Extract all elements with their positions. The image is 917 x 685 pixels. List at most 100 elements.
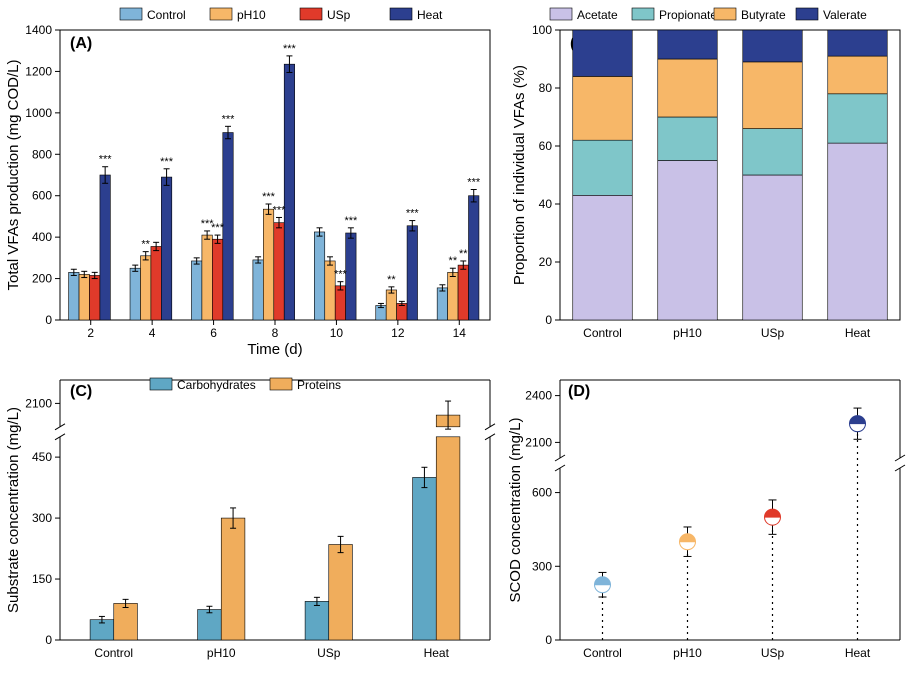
panelA-sig: ** — [459, 248, 468, 260]
panelA-xtick: 14 — [453, 326, 467, 340]
panelB-ylabel: Proportion of individual VFAs (%) — [511, 65, 528, 285]
panelA-tag: (A) — [70, 35, 92, 52]
panelA-sig: *** — [467, 177, 481, 189]
panelA-sig: *** — [222, 113, 236, 125]
panelD-ylabel: SCOD concentration (mg/L) — [507, 417, 524, 602]
panelB-legend-swatch — [632, 8, 654, 20]
panelA-sig: *** — [334, 269, 348, 281]
panelA-bar — [458, 265, 468, 320]
panelA-legend-swatch — [300, 8, 322, 20]
panelD-marker-bot — [765, 517, 781, 525]
panelB-legend-label: Valerate — [823, 8, 867, 22]
panelC-legend-label: Carbohydrates — [177, 378, 256, 392]
panelA-sig: *** — [262, 191, 276, 203]
panelC-legend-swatch — [270, 378, 292, 390]
panelA-bar — [284, 64, 294, 320]
panelA-legend-label: pH10 — [237, 8, 266, 22]
panelD-xtick: Control — [583, 646, 622, 660]
panelC-legend-label: Proteins — [297, 378, 341, 392]
panelC-ytick: 2100 — [25, 396, 52, 410]
panelB-ytick: 100 — [532, 23, 552, 37]
panelB-ytick: 20 — [539, 255, 553, 269]
panelC-xtick: Heat — [424, 646, 450, 660]
panelD-marker-bot — [595, 585, 611, 593]
panelC-legend-swatch — [150, 378, 172, 390]
panelA-ytick: 800 — [32, 147, 52, 161]
panelC-xtick: Control — [94, 646, 133, 660]
panelD-marker-top — [850, 416, 866, 424]
panelC-bar — [436, 437, 460, 640]
panelD-tag: (D) — [568, 383, 590, 400]
panelC-xtick: USp — [317, 646, 341, 660]
panelD-ytick: 300 — [532, 559, 552, 573]
panelA-sig: ** — [387, 274, 396, 286]
panelC-ylabel: Substrate concentration (mg/L) — [5, 407, 22, 613]
panelD-ytick: 0 — [545, 633, 552, 647]
panelA-sig: *** — [211, 222, 225, 234]
panelD-marker-top — [765, 509, 781, 517]
panelA-legend-swatch — [120, 8, 142, 20]
panelB-legend-label: Acetate — [577, 8, 618, 22]
panelA-ytick: 0 — [45, 313, 52, 327]
panelC-ytick: 300 — [32, 511, 52, 525]
panelA-bar — [130, 268, 140, 320]
panelA-sig: *** — [344, 215, 358, 227]
panelB-stack — [743, 62, 803, 129]
panelB-legend-swatch — [796, 8, 818, 20]
panelA-xtick: 10 — [330, 326, 344, 340]
panelB-stack — [828, 56, 888, 94]
panelB-ytick: 60 — [539, 139, 553, 153]
panelA-legend-swatch — [210, 8, 232, 20]
panelA-bar — [253, 260, 263, 320]
panelA-legend-label: Heat — [417, 8, 443, 22]
panelC-ytick: 0 — [45, 633, 52, 647]
panelA-sig: *** — [406, 208, 420, 220]
panelA-ytick: 1400 — [25, 23, 52, 37]
panelA-legend-label: USp — [327, 8, 351, 22]
panelA-ytick: 1000 — [25, 106, 52, 120]
panelA-xtick: 8 — [272, 326, 279, 340]
panelB-stack — [828, 94, 888, 143]
panelA-ytick: 1200 — [25, 64, 52, 78]
panelA-bar — [202, 235, 212, 320]
panelA-bar — [346, 233, 356, 320]
panelA-bar — [314, 232, 324, 320]
panelD-marker-bot — [850, 424, 866, 432]
panelB-stack — [658, 117, 718, 161]
panelA-bar — [69, 272, 79, 320]
panelD-xtick: Heat — [845, 646, 871, 660]
panelB-legend-swatch — [714, 8, 736, 20]
panelD-ytick: 2400 — [525, 389, 552, 403]
panelB-stack — [743, 129, 803, 175]
panelA-xtick: 4 — [149, 326, 156, 340]
panelB-legend-label: Butyrate — [741, 8, 786, 22]
panelD-marker-top — [595, 577, 611, 585]
panelB-stack — [573, 195, 633, 320]
panelA-bar — [274, 223, 284, 320]
panelA-xlabel: Time (d) — [247, 341, 302, 358]
panelA-bar — [140, 256, 150, 320]
panelB-stack — [573, 30, 633, 76]
panelD-marker-top — [680, 534, 696, 542]
panelB-stack — [658, 59, 718, 117]
panelA-sig: ** — [141, 239, 150, 251]
panelC-bar — [305, 601, 329, 640]
panelB-stack — [658, 30, 718, 59]
panelA-sig: *** — [160, 156, 174, 168]
panelD-marker-bot — [680, 542, 696, 550]
panelA-bar — [161, 177, 171, 320]
panelA-sig: *** — [99, 154, 113, 166]
panelA-bar — [437, 288, 447, 320]
panelA-bar — [151, 246, 161, 320]
panelA-sig: ** — [449, 255, 458, 267]
panelB-xtick: USp — [761, 326, 785, 340]
panelA-bar — [386, 290, 396, 320]
panelC-ytick: 150 — [32, 572, 52, 586]
panelA-bar — [212, 239, 222, 320]
panelA-bar — [89, 275, 99, 320]
panelA-bar — [223, 133, 233, 320]
panelB-xtick: pH10 — [673, 326, 702, 340]
panelB-legend-label: Propionate — [659, 8, 717, 22]
panelB-stack — [658, 161, 718, 321]
panelB-stack — [828, 143, 888, 320]
